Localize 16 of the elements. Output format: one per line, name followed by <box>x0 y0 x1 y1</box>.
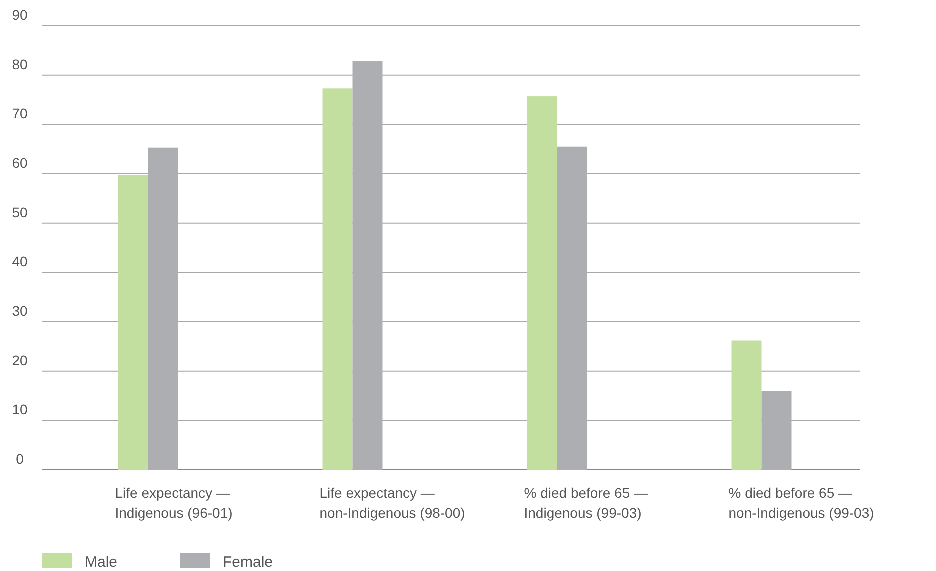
y-tick-label: 50 <box>12 204 28 220</box>
x-tick-label: Life expectancy — Indigenous (96-01) <box>115 485 233 521</box>
y-tick-label: 80 <box>12 56 28 72</box>
x-tick-label: % died before 65 — Indigenous (99-03) <box>524 485 648 521</box>
y-tick-label: 20 <box>12 352 28 368</box>
legend-label: Female <box>223 554 274 571</box>
y-tick-label: 0 <box>16 451 24 467</box>
y-tick-label: 10 <box>12 402 28 418</box>
y-tick-label: 90 <box>12 7 28 23</box>
y-tick-label: 40 <box>12 254 28 270</box>
x-tick-label: % died before 65 — non-Indigenous (99-03) <box>728 485 874 521</box>
y-tick-label: 30 <box>12 303 28 319</box>
legend-label: Male <box>85 554 118 571</box>
y-tick-label: 60 <box>12 155 28 171</box>
x-tick-label: Life expectancy — non-Indigenous (98-00) <box>320 485 466 521</box>
y-tick-label: 70 <box>12 106 28 122</box>
